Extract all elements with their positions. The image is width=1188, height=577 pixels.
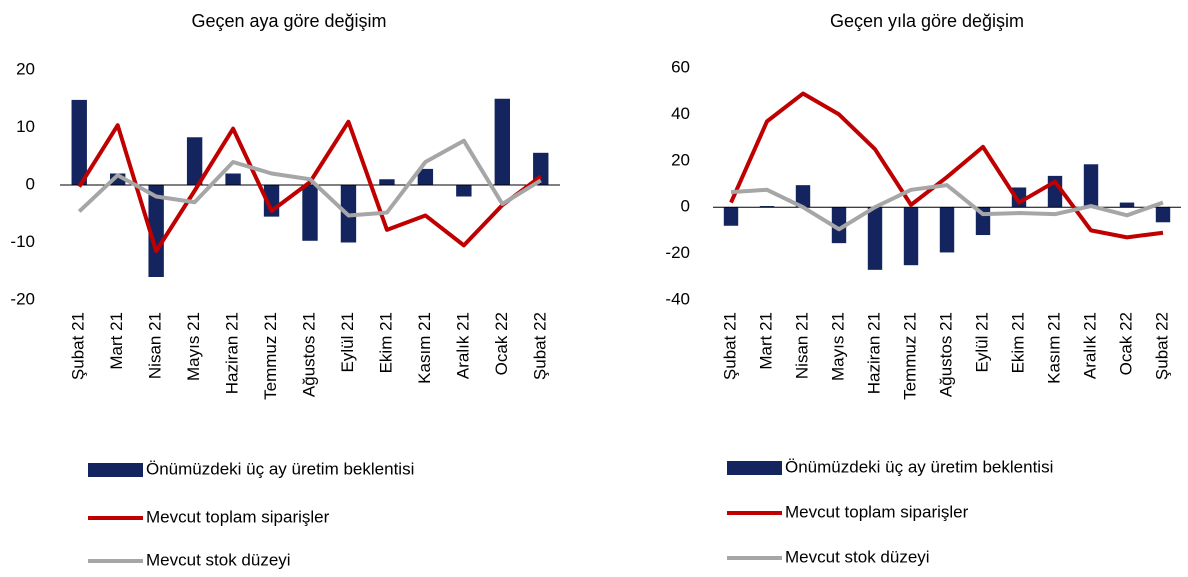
legend-swatch <box>88 463 143 477</box>
x-tick-label: Mayıs 21 <box>184 312 203 381</box>
legend-swatch <box>727 461 782 475</box>
x-tick-label: Kasım 21 <box>415 312 434 384</box>
legend-label: Önümüzdeki üç ay üretim beklentisi <box>146 459 414 478</box>
bar <box>1083 164 1099 208</box>
bar <box>417 168 434 185</box>
x-tick-label: Aralık 21 <box>453 312 472 379</box>
legend-label: Mevcut toplam siparişler <box>785 502 969 521</box>
bar <box>148 185 164 277</box>
line <box>729 91 1164 240</box>
legend-label: Mevcut toplam siparişler <box>146 507 330 526</box>
chart-title: Geçen yıla göre değişim <box>830 11 1024 31</box>
y-tick-label: -40 <box>665 289 690 308</box>
bar <box>939 207 955 253</box>
bar <box>831 207 847 244</box>
line <box>730 183 1164 232</box>
y-tick-label: -20 <box>10 289 35 308</box>
x-tick-label: Ağustos 21 <box>299 312 318 397</box>
x-tick-label: Şubat 21 <box>69 312 88 380</box>
x-tick-label: Temmuz 21 <box>900 312 919 400</box>
x-tick-label: Ocak 22 <box>1116 312 1135 375</box>
bar <box>867 207 883 270</box>
x-tick-label: Ocak 22 <box>492 312 511 375</box>
bar <box>225 173 241 185</box>
legend-label: Mevcut stok düzeyi <box>146 550 291 569</box>
bar <box>759 206 775 208</box>
line <box>77 138 542 218</box>
y-tick-label: 20 <box>671 150 690 169</box>
y-tick-label: 10 <box>16 117 35 136</box>
legend-label: Mevcut stok düzeyi <box>785 547 930 566</box>
x-tick-label: Ekim 21 <box>1008 312 1027 373</box>
bar <box>110 173 126 185</box>
bar <box>795 185 811 208</box>
x-tick-label: Mayıs 21 <box>828 312 847 381</box>
bar <box>723 207 739 226</box>
chart-title: Geçen aya göre değişim <box>191 11 386 31</box>
bar <box>379 179 395 185</box>
bar <box>186 137 203 185</box>
bar <box>71 99 87 185</box>
line <box>77 119 542 254</box>
y-tick-label: 0 <box>26 174 35 193</box>
x-tick-label: Ağustos 21 <box>936 312 955 397</box>
x-tick-label: Mart 21 <box>756 312 775 370</box>
y-tick-label: 40 <box>671 104 690 123</box>
y-tick-label: 20 <box>16 59 35 78</box>
legend-label: Önümüzdeki üç ay üretim beklentisi <box>785 457 1053 476</box>
x-tick-label: Şubat 22 <box>1152 312 1171 380</box>
bar <box>302 185 318 241</box>
x-tick-label: Haziran 21 <box>223 312 242 394</box>
bar <box>1155 207 1171 223</box>
y-tick-label: 0 <box>681 197 690 216</box>
y-tick-label: 60 <box>671 57 690 76</box>
x-tick-label: Mart 21 <box>107 312 126 370</box>
x-tick-label: Nisan 21 <box>792 312 811 379</box>
x-tick-label: Eylül 21 <box>338 312 357 372</box>
x-tick-label: Şubat 21 <box>720 312 739 380</box>
x-tick-label: Ekim 21 <box>376 312 395 373</box>
y-tick-label: -20 <box>665 243 690 262</box>
bar <box>903 207 919 266</box>
bar <box>494 98 510 185</box>
bar <box>456 185 472 197</box>
x-tick-label: Eylül 21 <box>972 312 991 372</box>
x-tick-label: Nisan 21 <box>146 312 165 379</box>
y-tick-label: -10 <box>10 232 35 251</box>
bar <box>1119 202 1135 208</box>
x-tick-label: Aralık 21 <box>1080 312 1099 379</box>
x-tick-label: Şubat 22 <box>530 312 549 380</box>
x-tick-label: Kasım 21 <box>1044 312 1063 384</box>
x-tick-label: Temmuz 21 <box>261 312 280 400</box>
x-tick-label: Haziran 21 <box>864 312 883 394</box>
